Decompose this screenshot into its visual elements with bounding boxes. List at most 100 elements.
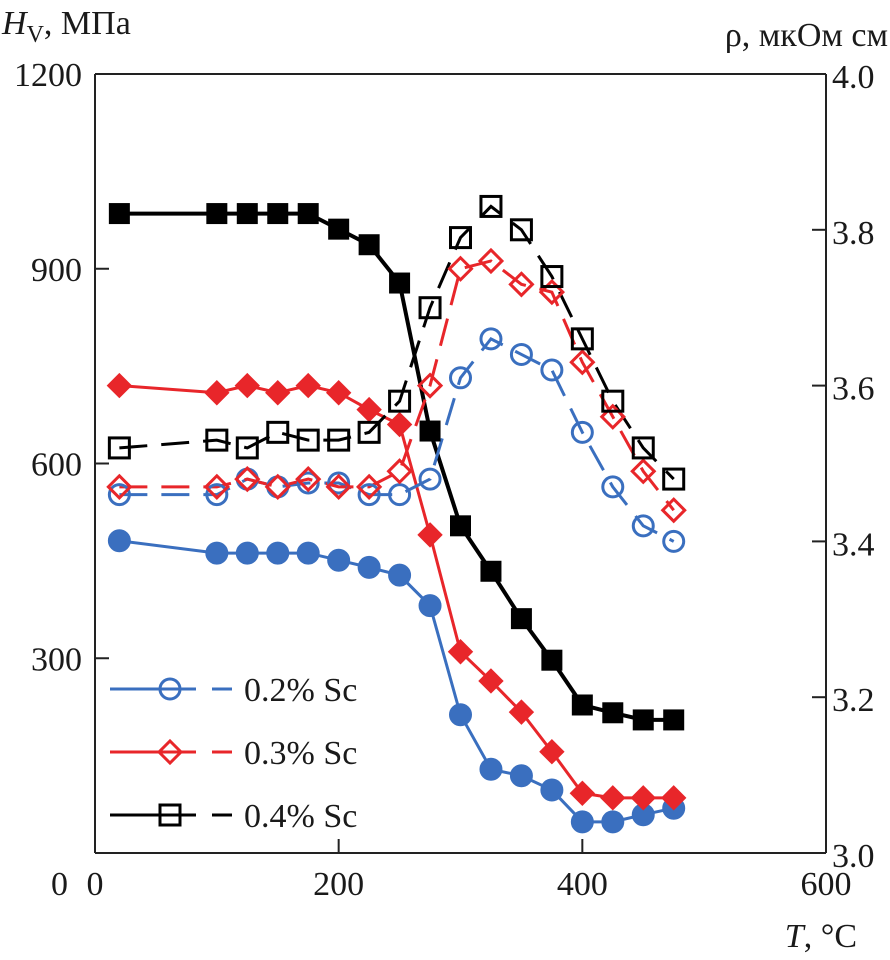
y-right-tick-label: 4.0	[832, 59, 875, 96]
data-point	[296, 428, 320, 452]
series-markers-5	[107, 194, 686, 491]
data-point	[477, 247, 505, 275]
x-tick-label: 0	[87, 866, 104, 903]
data-point	[327, 548, 351, 572]
y-left-tick-label: 300	[31, 641, 82, 678]
data-point	[358, 234, 380, 256]
data-point	[388, 563, 412, 587]
data-point	[267, 203, 289, 225]
data-point	[325, 473, 352, 500]
data-point	[509, 218, 533, 242]
data-point	[235, 436, 259, 460]
data-point	[388, 483, 412, 507]
data-point	[539, 739, 565, 765]
data-point	[417, 522, 443, 548]
data-point	[662, 529, 686, 553]
data-point	[416, 372, 444, 399]
data-point	[601, 810, 625, 834]
data-point	[660, 497, 687, 524]
data-point	[663, 709, 685, 731]
y-right-axis-title: ρ, мкОм см	[725, 17, 888, 54]
data-point	[538, 278, 565, 306]
x-tick-label: 600	[801, 866, 852, 903]
data-point	[236, 203, 258, 225]
data-point	[388, 389, 412, 413]
legend-item: 0.2% Sc	[110, 672, 357, 709]
legend: 0.2% Sc 0.3% Sc 0.4% Sc	[110, 672, 357, 835]
data-point	[266, 541, 290, 565]
series-markers-3	[107, 327, 686, 553]
data-point	[386, 411, 413, 438]
data-point	[418, 467, 442, 491]
data-point	[661, 785, 687, 811]
legend-label: 0.2% Sc	[244, 672, 357, 709]
data-point	[449, 226, 472, 250]
data-point	[601, 389, 625, 413]
legend-marker	[158, 803, 182, 827]
data-point	[107, 436, 131, 460]
data-point	[509, 342, 533, 366]
data-point	[205, 483, 229, 507]
series-lines	[119, 204, 675, 824]
axes: 0 200 400 600 0 300 600 900 1200 3.0 3.2 3.4 3.6 3.8 4…	[14, 57, 875, 903]
data-point	[386, 458, 413, 485]
data-point	[418, 594, 442, 618]
data-point	[357, 555, 381, 579]
data-point	[630, 458, 657, 485]
data-point	[541, 649, 563, 671]
y-left-tick-label: 600	[31, 447, 82, 484]
data-point	[571, 694, 593, 716]
data-point	[234, 465, 261, 493]
y-right-tick-label: 3.4	[832, 526, 875, 563]
series-markers-0	[107, 529, 686, 834]
data-point	[570, 810, 594, 834]
data-point	[296, 471, 320, 495]
data-point	[449, 366, 472, 390]
data-point	[265, 380, 291, 406]
data-point	[509, 764, 533, 788]
data-point	[106, 473, 133, 500]
data-point	[630, 785, 656, 811]
data-point	[508, 271, 535, 298]
legend-item: 0.3% Sc	[110, 735, 357, 772]
data-point	[570, 420, 594, 444]
data-point	[479, 757, 503, 781]
data-point	[204, 380, 230, 406]
data-point	[508, 699, 535, 725]
data-point	[447, 639, 474, 665]
data-point	[356, 473, 383, 500]
data-point	[389, 272, 411, 294]
legend-item: 0.4% Sc	[110, 798, 357, 835]
y-right-tick-label: 3.0	[832, 838, 875, 875]
data-point	[205, 541, 229, 565]
data-point	[540, 358, 564, 382]
data-point	[205, 428, 229, 452]
data-point	[540, 265, 564, 289]
data-point	[295, 372, 321, 399]
series-markers-2	[108, 203, 685, 731]
data-point	[327, 428, 351, 452]
data-point	[297, 203, 319, 225]
data-point	[599, 403, 626, 430]
data-point	[234, 372, 260, 399]
y-left-axis-title: HV, МПа	[1, 5, 131, 48]
data-point	[266, 420, 290, 444]
y-left-tick-label: 1200	[14, 57, 82, 94]
data-point	[206, 203, 228, 225]
legend-label: 0.4% Sc	[244, 798, 357, 835]
legend-marker	[156, 738, 184, 766]
data-point	[107, 529, 131, 553]
x-tick-label: 400	[557, 866, 608, 903]
series-markers	[106, 194, 687, 834]
data-point	[631, 514, 655, 538]
data-point	[602, 702, 624, 724]
data-point	[328, 218, 350, 240]
data-point	[479, 327, 503, 351]
data-point	[327, 471, 351, 495]
data-point	[418, 296, 442, 320]
y-right-tick-label: 3.6	[832, 371, 875, 408]
data-point	[569, 780, 596, 806]
data-point	[447, 255, 474, 282]
data-point	[108, 203, 130, 225]
